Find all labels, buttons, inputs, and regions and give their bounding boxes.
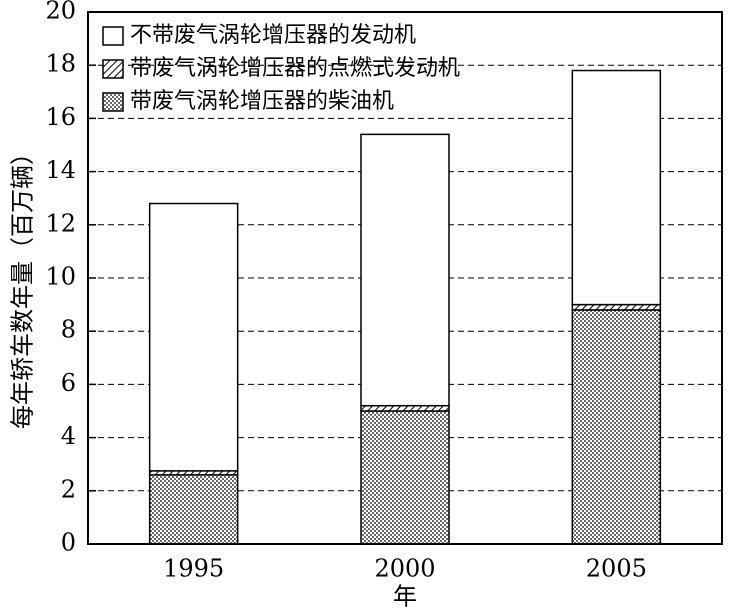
bar-segment — [148, 202, 239, 472]
y-tick-label: 6 — [61, 369, 76, 397]
y-tick-label: 4 — [61, 422, 76, 450]
plot-frame — [87, 11, 723, 545]
bar-segment — [148, 474, 239, 545]
x-axis-label: 年 — [393, 583, 417, 611]
legend-swatch — [102, 92, 124, 112]
y-tick-label: 20 — [45, 0, 76, 25]
bar-segment — [571, 69, 662, 306]
legend-swatch — [102, 59, 124, 79]
y-tick-label: 12 — [45, 209, 76, 237]
y-tick-label: 18 — [45, 50, 76, 78]
y-tick-label: 14 — [45, 156, 76, 184]
y-tick-label: 16 — [45, 103, 76, 131]
y-axis-label: 每年轿车数年量（百万辆） — [9, 141, 37, 429]
legend-label: 不带废气涡轮增压器的发动机 — [130, 23, 416, 48]
legend-swatch — [102, 26, 124, 46]
legend-label: 带废气涡轮增压器的柴油机 — [130, 89, 394, 114]
y-tick-label: 10 — [45, 263, 76, 291]
y-tick-label: 2 — [61, 475, 76, 503]
bar-segment — [360, 133, 450, 407]
y-tick-label: 0 — [61, 529, 76, 557]
x-tick-label: 2000 — [374, 555, 435, 583]
bar-segment — [360, 410, 450, 545]
x-tick-label: 2005 — [586, 555, 647, 583]
bar-segment — [571, 309, 662, 545]
x-tick-label: 1995 — [163, 555, 224, 583]
y-tick-label: 8 — [61, 316, 76, 344]
bar-segment — [571, 303, 662, 311]
bar-segment — [360, 404, 450, 412]
legend-label: 带废气涡轮增压器的点燃式发动机 — [130, 56, 460, 81]
